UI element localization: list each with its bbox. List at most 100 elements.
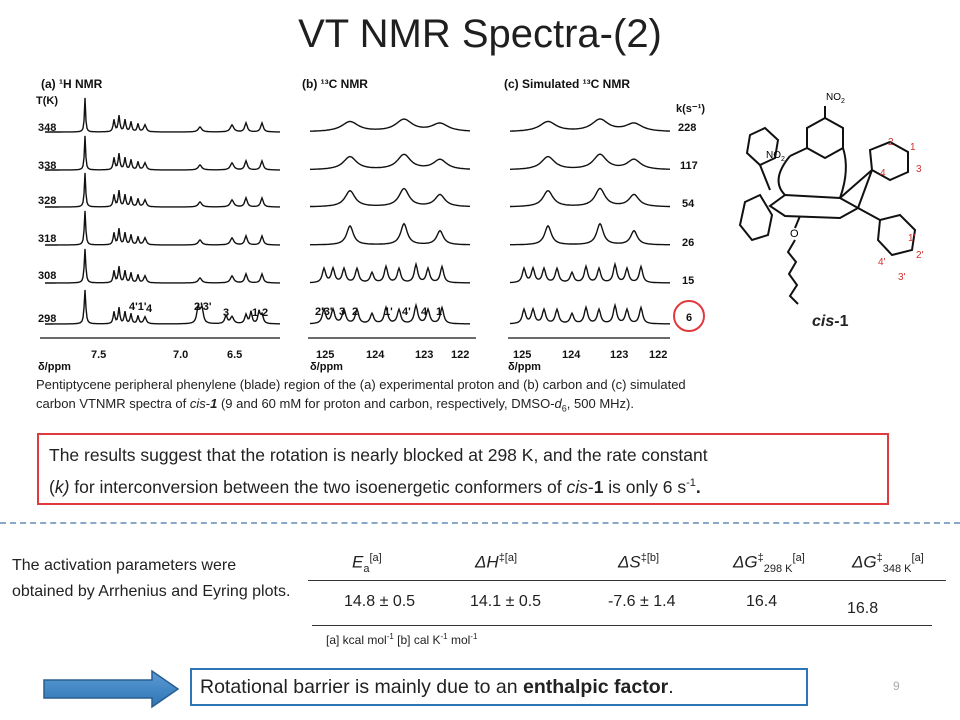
panel-b-label: (b) ¹³C NMR	[302, 77, 368, 91]
rate-6: 6	[686, 312, 692, 324]
value-dh: 14.1 ± 0.5	[470, 593, 542, 610]
atom-numbers: 2 1 3 4 1' 4' 2' 3'	[878, 137, 924, 283]
spectrum-trace-b4	[309, 261, 470, 284]
tick-a-65: 6.5	[227, 349, 242, 361]
assign-b-2: 2	[352, 306, 358, 318]
temp-338: 338	[38, 160, 56, 172]
spectrum-trace-b2	[310, 187, 471, 208]
tick-a-75: 7.5	[91, 349, 106, 361]
tick-b-123: 123	[415, 349, 433, 361]
spectrum-trace-c4	[509, 261, 670, 284]
figure-caption: Pentiptycene peripheral phenylene (blade…	[36, 375, 856, 419]
spectrum-trace-a3	[45, 210, 280, 246]
svg-text:3': 3'	[898, 272, 906, 283]
svg-text:2': 2'	[916, 250, 924, 261]
assign-a-41: 4'1'	[129, 301, 147, 313]
spectrum-trace-a4	[45, 248, 280, 284]
axis-label-b: δ/ppm	[310, 361, 343, 373]
result-line-1: The results suggest that the rotation is…	[49, 445, 708, 465]
tick-a-70: 7.0	[173, 349, 188, 361]
tick-b-125: 125	[316, 349, 334, 361]
value-ea: 14.8 ± 0.5	[344, 593, 416, 610]
assign-a-1: 1	[252, 307, 258, 319]
slide-title: VT NMR Spectra-(2)	[298, 12, 662, 56]
value-ds: -7.6 ± 1.4	[608, 593, 676, 610]
assign-b-1: 1	[436, 306, 442, 318]
spectrum-trace-b5	[309, 302, 470, 325]
assign-a-4: 4	[146, 303, 153, 315]
page-number: 9	[893, 679, 900, 693]
temp-298: 298	[38, 313, 56, 325]
panel-c-label: (c) Simulated ¹³C NMR	[504, 77, 630, 91]
spectrum-trace-a2	[45, 172, 280, 208]
svg-text:4': 4'	[878, 257, 886, 268]
assign-a-23: 2'3'	[194, 301, 212, 313]
svg-text:1: 1	[910, 142, 916, 153]
caption-line-1: Pentiptycene peripheral phenylene (blade…	[36, 377, 686, 392]
result-statement-box: The results suggest that the rotation is…	[37, 433, 889, 505]
caption-line-2: carbon VTNMR spectra of cis-1 (9 and 60 …	[36, 396, 634, 414]
spectrum-trace-b1	[309, 153, 471, 171]
svg-text:1': 1'	[908, 233, 916, 244]
spectrum-trace-c0	[509, 118, 670, 132]
header-ea: Ea[a]	[352, 552, 382, 576]
activation-description: The activation parameters were obtained …	[12, 557, 291, 600]
assign-a-3: 3	[223, 307, 229, 319]
table-top-rule	[308, 580, 946, 581]
tick-c-123: 123	[610, 349, 628, 361]
result-line-2: (k) for interconversion between the two …	[49, 476, 701, 497]
svg-text:3: 3	[916, 164, 922, 175]
no2-top: NO2	[826, 92, 845, 105]
temp-318: 318	[38, 233, 56, 245]
assign-b-4: 4	[421, 306, 428, 318]
spectrum-trace-c5	[509, 302, 670, 325]
rate-header: k(s⁻¹)	[676, 103, 705, 115]
svg-text:2: 2	[888, 137, 894, 148]
panel-c: (c) Simulated ¹³C NMR k(s⁻¹) 228 117 54 …	[504, 77, 705, 373]
spectrum-trace-a0	[45, 97, 280, 133]
svg-text:4: 4	[880, 168, 886, 179]
value-dg348: 16.8	[847, 600, 879, 617]
molecule-label: cis-1	[812, 313, 849, 330]
rate-54: 54	[682, 198, 695, 210]
spectrum-trace-c1	[510, 153, 671, 170]
header-ds: ΔS‡[b]	[618, 552, 660, 572]
tick-c-125: 125	[513, 349, 531, 361]
vt-nmr-spectra-figure: (a) ¹H NMR T(K) 348 338 328 318 308 298 …	[36, 77, 705, 373]
units-footnote: [a] kcal mol-1 [b] cal K-1 mol-1	[326, 632, 478, 647]
tick-c-122: 122	[649, 349, 667, 361]
axis-label-c: δ/ppm	[508, 361, 541, 373]
spectrum-trace-b3	[309, 222, 471, 246]
header-dg298: ΔG‡298 K[a]	[733, 552, 805, 576]
assign-b-23: 2'3'	[315, 306, 333, 318]
header-dh: ΔH‡[a]	[475, 552, 518, 572]
spectrum-trace-b0	[310, 118, 471, 132]
spectrum-trace-c2	[510, 187, 670, 208]
right-arrow-icon	[43, 669, 180, 709]
rate-117: 117	[680, 160, 698, 172]
rate-15: 15	[682, 275, 694, 287]
temp-308: 308	[38, 270, 56, 282]
value-dg298: 16.4	[746, 593, 778, 610]
assign-a-2: 2	[262, 307, 268, 319]
no2-left: NO2	[766, 150, 785, 163]
spectrum-trace-c3	[510, 222, 670, 246]
axis-label-a: δ/ppm	[38, 361, 71, 373]
panel-b: (b) ¹³C NMR 2'3' 3 2 1' 4' 4 1 125 124 1…	[302, 77, 476, 373]
rate-26: 26	[682, 237, 694, 249]
conclusion-box: Rotational barrier is mainly due to an e…	[190, 668, 808, 706]
panel-a-label: (a) ¹H NMR	[41, 77, 103, 91]
spectrum-trace-a1	[45, 135, 280, 171]
tick-b-122: 122	[451, 349, 469, 361]
panel-a: (a) ¹H NMR T(K) 348 338 328 318 308 298 …	[36, 77, 280, 373]
temp-header: T(K)	[36, 95, 58, 107]
assign-b-4p: 4'	[402, 306, 411, 318]
table-bottom-rule	[312, 625, 932, 626]
header-dg348: ΔG‡348 K[a]	[852, 552, 924, 576]
temp-328: 328	[38, 195, 56, 207]
temp-348: 348	[38, 122, 56, 134]
proton-traces	[45, 97, 280, 325]
simulated-traces	[509, 118, 671, 325]
section-divider	[0, 522, 960, 524]
highlight-circle	[673, 300, 705, 332]
